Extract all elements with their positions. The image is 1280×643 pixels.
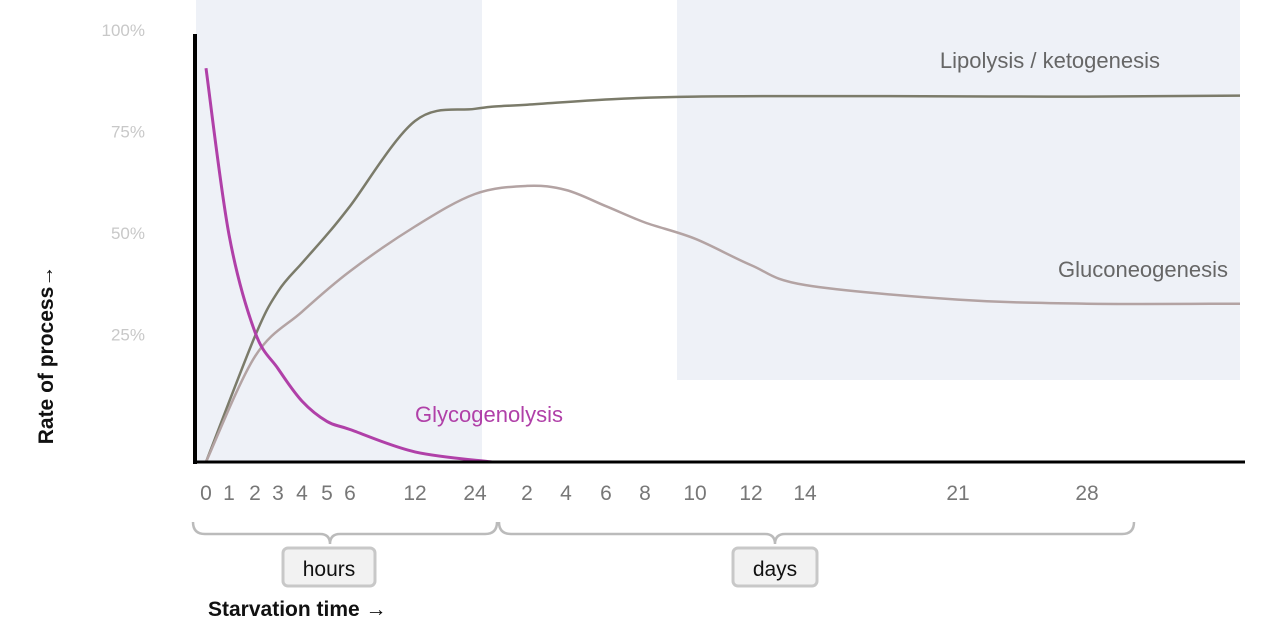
x-tick-label: 21 [946,482,969,505]
x-tick-label: 28 [1075,482,1098,505]
shaded-band-late-days [677,0,1240,380]
shaded-band-hours [196,0,482,462]
x-tick-label: 12 [739,482,762,505]
x-tick-label: 4 [560,482,572,505]
x-tick-label: 2 [521,482,533,505]
x-tick-label: 6 [344,482,356,505]
y-tick-label: 25% [111,326,145,345]
hours-brace [191,521,499,545]
x-tick-label: 14 [793,482,817,505]
y-axis-ticks: 25% 50% 75% 100% [102,21,145,345]
series-gluconeogenesis [204,184,1241,463]
series-glycogenolysis [204,67,493,464]
series-lipolysis-ketogenesis [204,94,1241,463]
hours-label: hours [303,558,356,581]
x-tick-label: 12 [403,482,426,505]
x-axis-title: Starvation time → [208,598,387,621]
x-axis-ticks: 0 1 2 3 4 5 6 12 24 2 4 6 8 10 12 14 21 28 [200,482,1099,505]
y-tick-label: 50% [111,224,145,243]
days-brace [497,521,1136,545]
series-labels: Lipolysis / ketogenesis Gluconeogenesis Gl… [415,48,1228,427]
series-gluconeogenesis-label: Gluconeogenesis [1058,257,1228,282]
y-tick-label: 100% [102,21,145,40]
x-tick-label: 4 [296,482,308,505]
x-tick-label: 6 [600,482,612,505]
hours-box [281,546,377,588]
shaded-bands [196,0,1240,462]
y-axis-title: Rate of process→ [35,266,58,445]
days-label: days [753,558,797,581]
x-tick-label: 1 [223,482,235,505]
x-tick-label: 2 [249,482,261,505]
x-tick-label: 5 [321,482,333,505]
x-tick-label: 10 [683,482,706,505]
series-lines [204,67,1241,464]
series-glycogenolysis-label: Glycogenolysis [415,402,563,427]
y-tick-label: 75% [111,123,145,142]
x-tick-label: 8 [639,482,651,505]
days-box [731,546,819,588]
x-tick-label: 0 [200,482,212,505]
x-tick-label: 24 [463,482,487,505]
x-tick-label: 3 [272,482,284,505]
series-lipolysis-ketogenesis-label: Lipolysis / ketogenesis [940,48,1160,73]
